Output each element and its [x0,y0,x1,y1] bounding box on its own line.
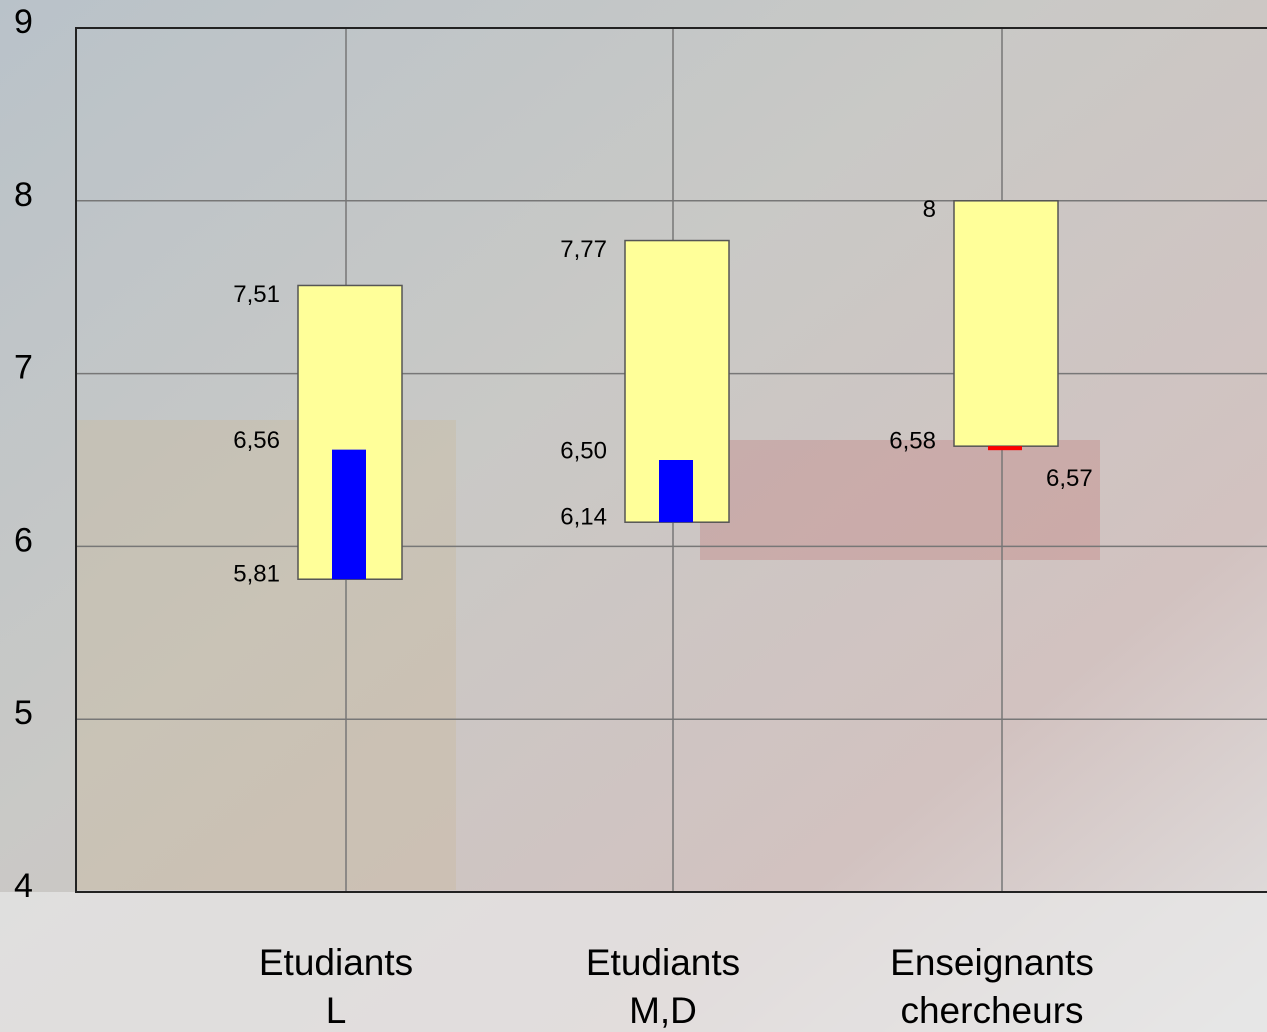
value-bar [332,449,366,580]
value-label: 6,57 [1046,465,1093,492]
low-label: 6,58 [889,428,936,455]
value-label: 6,50 [560,437,607,464]
x-tick-label: Etudiants [259,942,413,983]
value-bar [988,446,1022,451]
y-tick-label: 5 [14,694,33,732]
x-tick-label: M,D [629,990,697,1031]
high-label: 7,77 [560,236,607,263]
x-tick-label: chercheurs [900,990,1083,1031]
y-tick-label: 8 [14,176,33,214]
background-footer [0,892,1267,1032]
background-photo [700,440,1100,560]
x-tick-label: Etudiants [586,942,740,983]
y-tick-label: 6 [14,521,33,559]
x-tick-label: L [326,990,347,1031]
value-label: 6,56 [233,427,280,454]
y-tick-label: 9 [14,3,33,41]
low-label: 6,14 [560,504,607,531]
range-bar [953,200,1059,447]
high-label: 7,51 [233,281,280,308]
high-label: 8 [923,196,936,223]
y-tick-label: 4 [14,867,33,905]
x-tick-label: Enseignants [890,942,1094,983]
plot-frame [75,27,1267,893]
y-tick-label: 7 [14,349,33,387]
low-label: 5,81 [233,561,280,588]
value-bar [659,460,693,523]
